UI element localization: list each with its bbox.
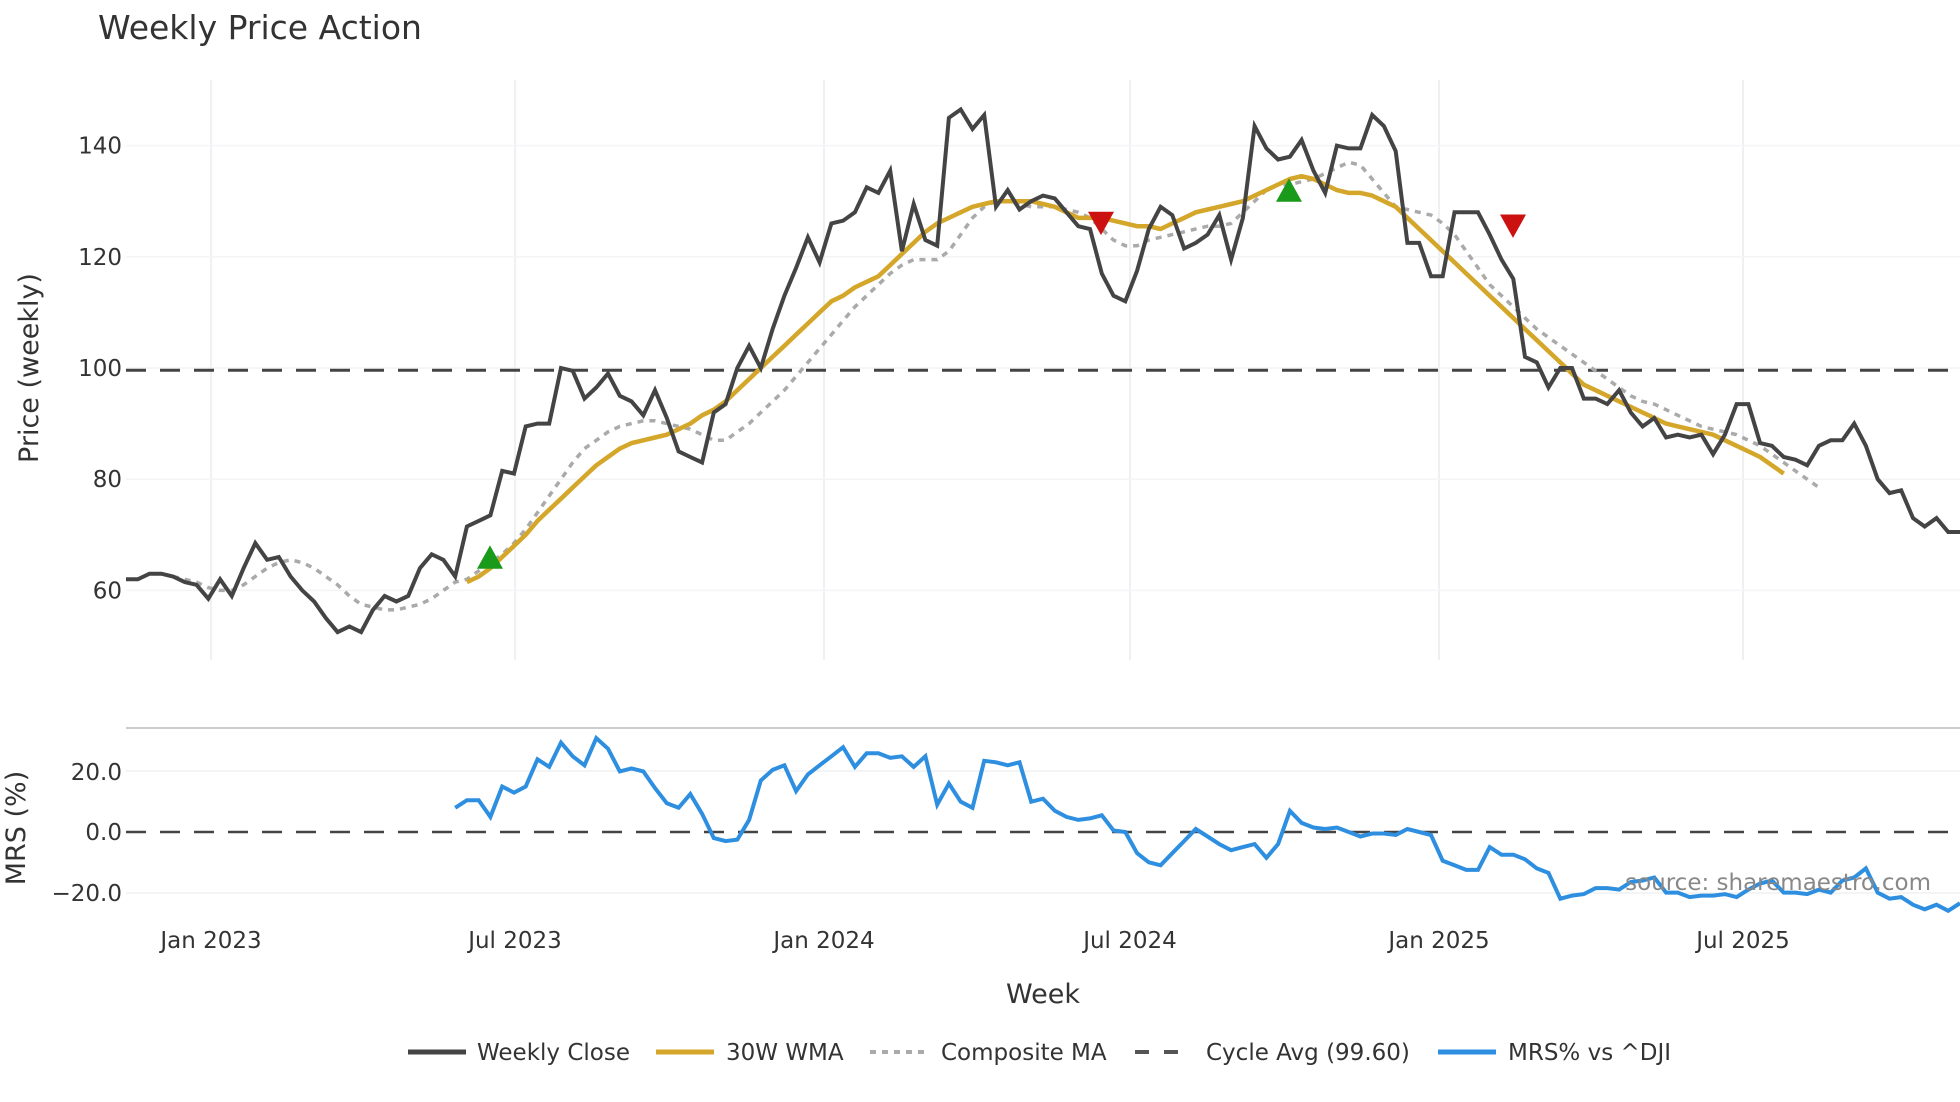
price-y-ticks: 140 120 100 80 60: [78, 134, 1960, 604]
x-axis-title: Week: [1006, 979, 1080, 1010]
price-tick-label: 120: [78, 245, 122, 271]
composite-ma-line: [172, 160, 1820, 612]
source-annotation: source: sharemaestro.com: [1625, 870, 1931, 896]
legend-label-weekly-close: Weekly Close: [477, 1040, 630, 1066]
price-y-axis-title: Price (weekly): [14, 273, 45, 463]
legend-label-composite-ma: Composite MA: [941, 1040, 1107, 1066]
sell-signal-triangle-down-icon: [1088, 211, 1114, 236]
price-tick-label: 100: [78, 356, 122, 382]
x-tick-label: Jan 2023: [158, 928, 261, 954]
signal-markers: [477, 178, 1526, 569]
x-tick-label: Jul 2025: [1694, 928, 1790, 954]
legend-item-cycle-avg[interactable]: Cycle Avg (99.60): [1135, 1040, 1410, 1066]
mrs-panel: 20.0 0.0 −20.0 MRS (%) source: sharemaes…: [1, 734, 1960, 914]
mrs-y-axis-title: MRS (%): [1, 771, 32, 886]
legend-item-wma[interactable]: 30W WMA: [656, 1040, 844, 1066]
mrs-line: [454, 734, 1960, 914]
mrs-tick-20: 20.0: [71, 760, 122, 786]
buy-signal-triangle-up-icon: [477, 545, 503, 569]
price-tick-label: 140: [78, 134, 122, 160]
legend-label-wma: 30W WMA: [726, 1040, 844, 1066]
x-axis-ticks: Jan 2023 Jul 2023 Jan 2024 Jul 2024 Jan 2025…: [158, 928, 1789, 954]
price-tick-label: 60: [93, 578, 122, 604]
price-panel: 140 120 100 80 60 Price (weekly): [14, 106, 1960, 635]
wma-30w-line: [465, 173, 1785, 585]
x-tick-label: Jan 2025: [1386, 928, 1489, 954]
legend-label-mrs: MRS% vs ^DJI: [1508, 1040, 1671, 1066]
legend-label-cycle-avg: Cycle Avg (99.60): [1206, 1040, 1410, 1066]
legend-item-composite-ma[interactable]: Composite MA: [870, 1040, 1107, 1066]
weekly-close-line: [126, 106, 1960, 635]
legend-item-mrs[interactable]: MRS% vs ^DJI: [1438, 1040, 1671, 1066]
buy-signal-triangle-up-icon: [1276, 178, 1302, 202]
x-tick-label: Jul 2024: [1081, 928, 1177, 954]
legend-item-weekly-close[interactable]: Weekly Close: [408, 1040, 630, 1066]
x-tick-label: Jan 2024: [771, 928, 874, 954]
sell-signal-triangle-down-icon: [1500, 214, 1526, 238]
mrs-tick-0: 0.0: [85, 820, 122, 846]
mrs-tick-neg20: −20.0: [52, 881, 122, 907]
price-tick-label: 80: [93, 467, 122, 493]
legend: Weekly Close 30W WMA Composite MA Cycle …: [408, 1040, 1671, 1066]
chart-title: Weekly Price Action: [98, 8, 422, 47]
x-tick-label: Jul 2023: [466, 928, 562, 954]
